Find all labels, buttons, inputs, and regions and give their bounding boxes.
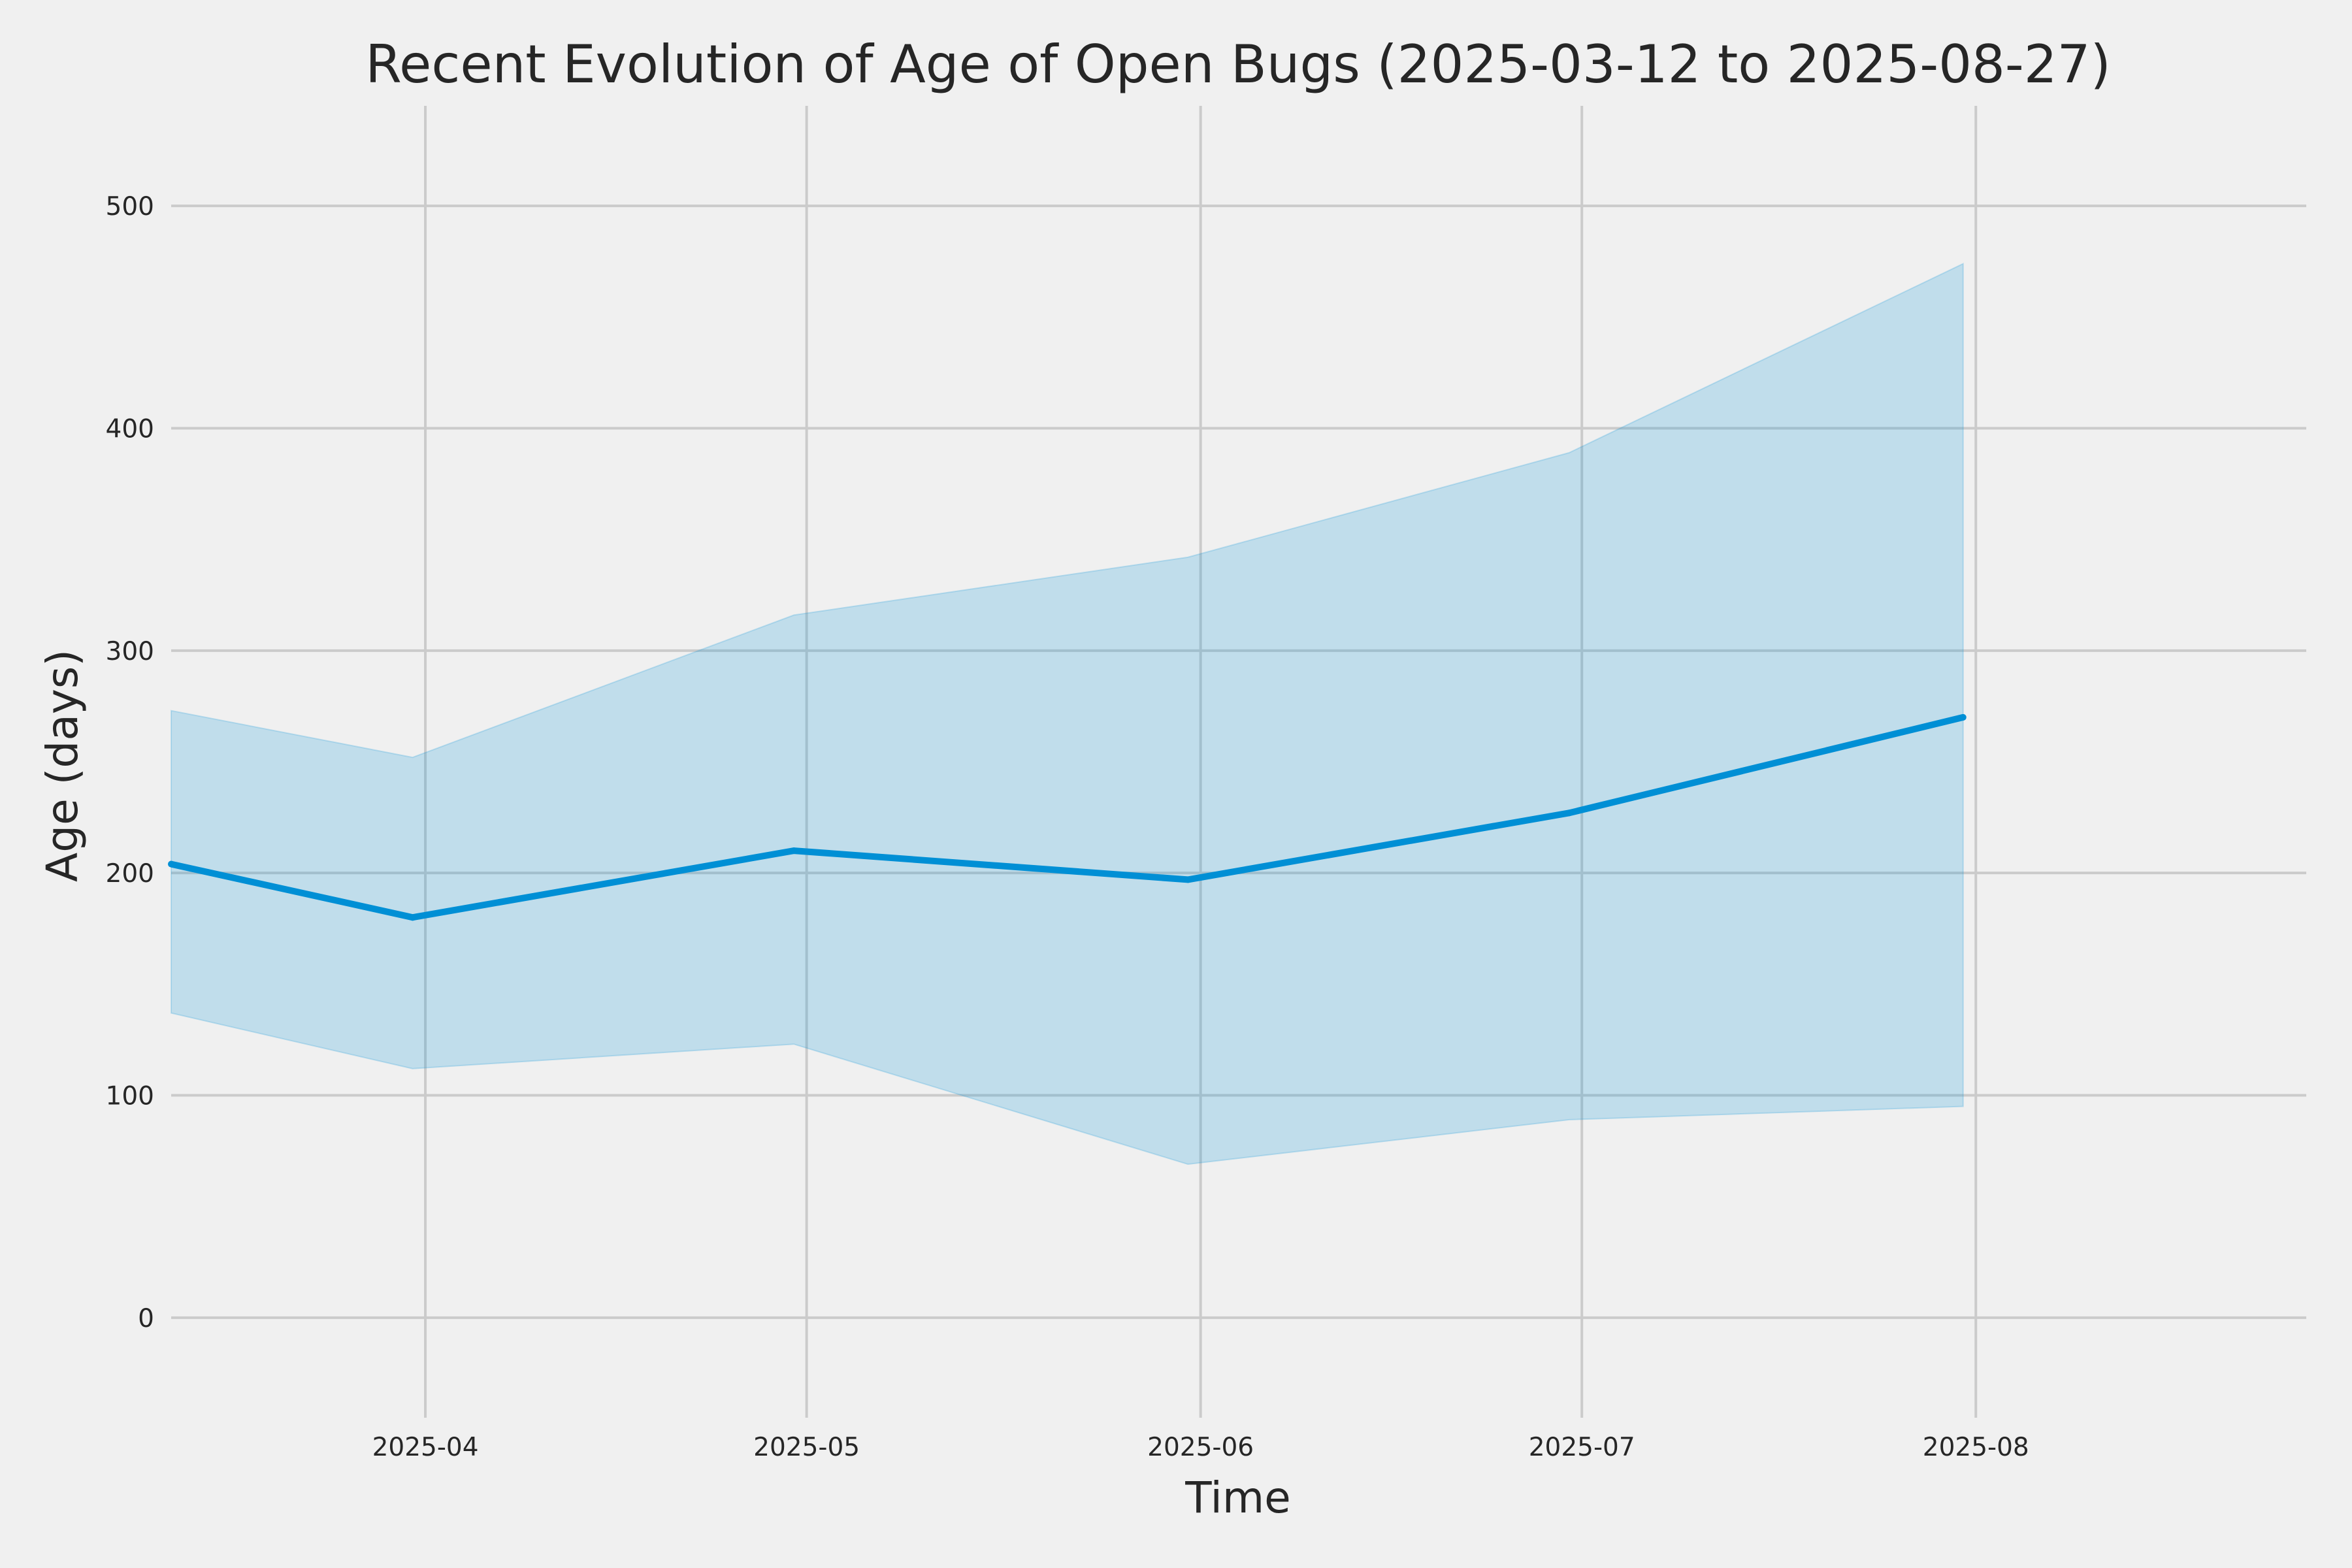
data-point <box>1959 713 1967 721</box>
data-point <box>168 860 174 868</box>
x-tick-label: 2025-06 <box>1147 1433 1254 1462</box>
x-tick-label: 2025-05 <box>753 1433 860 1462</box>
x-tick-labels: 2025-04 2025-05 2025-06 2025-07 2025-08 <box>372 1433 2029 1462</box>
plot-area <box>168 263 1967 1166</box>
data-point <box>791 847 798 855</box>
chart-title: Recent Evolution of Age of Open Bugs (20… <box>365 34 2111 95</box>
data-point <box>1184 876 1192 883</box>
confidence-band <box>171 263 1964 1166</box>
y-axis-title: Age (days) <box>37 649 88 882</box>
y-tick-label: 300 <box>106 637 154 666</box>
x-tick-label: 2025-07 <box>1529 1433 1635 1462</box>
data-point <box>409 914 416 921</box>
y-tick-label: 100 <box>106 1082 154 1111</box>
x-tick-label: 2025-04 <box>372 1433 479 1462</box>
x-axis-title: Time <box>1184 1473 1291 1523</box>
y-tick-label: 400 <box>106 414 154 444</box>
y-tick-label: 200 <box>106 859 154 889</box>
y-tick-labels: 0 100 200 300 400 500 <box>106 192 154 1333</box>
x-gridlines <box>424 106 1978 1418</box>
x-tick-label: 2025-08 <box>1923 1433 2029 1462</box>
series-line <box>170 714 1964 921</box>
y-tick-label: 0 <box>138 1304 154 1333</box>
data-point <box>1565 809 1573 817</box>
y-tick-label: 500 <box>106 192 154 221</box>
